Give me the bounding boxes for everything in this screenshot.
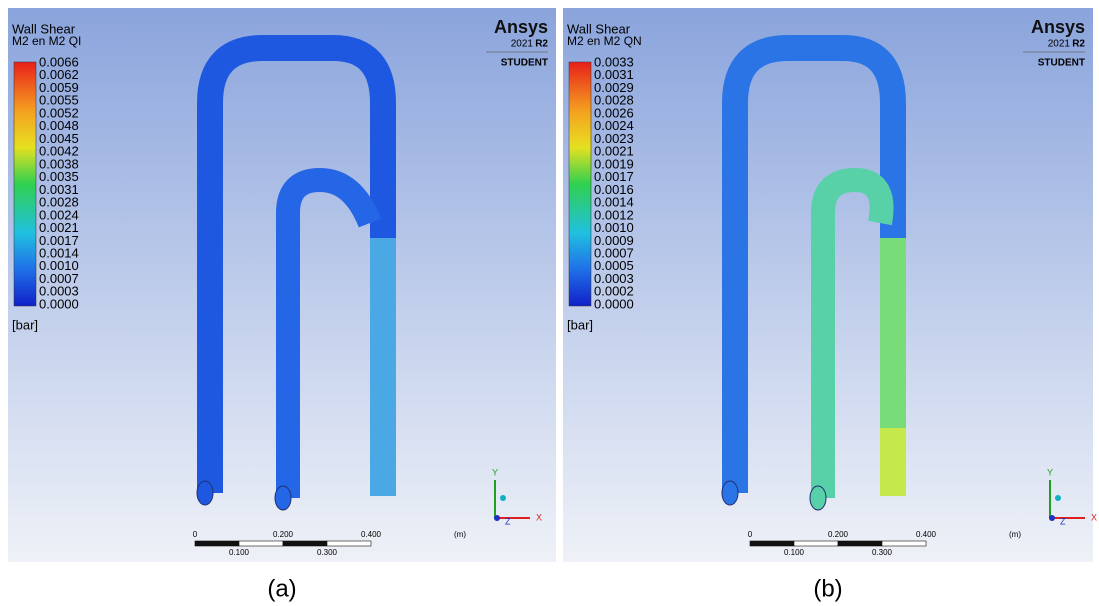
pipe-inlet — [810, 486, 826, 510]
axis-z-dot — [494, 515, 500, 521]
axis-x-label: X — [536, 512, 542, 522]
color-bar — [14, 62, 36, 306]
scale-label: 0 — [748, 530, 753, 539]
brand-year: 2021 — [1048, 39, 1071, 50]
pipe-inlet — [722, 481, 738, 505]
legend-subtitle: M2 en M2 QI — [12, 34, 81, 48]
legend-subtitle: M2 en M2 QN — [567, 34, 642, 48]
pipe-inlet — [275, 486, 291, 510]
scale-label: 0.200 — [828, 530, 849, 539]
scale-bar-segment — [327, 541, 371, 546]
scale-bar-segment — [838, 541, 882, 546]
brand-name: Ansys — [494, 17, 548, 37]
caption: (a) — [267, 575, 296, 602]
caption: (b) — [813, 575, 842, 602]
scale-label: 0.300 — [317, 548, 338, 557]
scale-label: 0.300 — [872, 548, 893, 557]
axis-z-dot — [1049, 515, 1055, 521]
axis-y-label: Y — [1047, 467, 1053, 477]
axis-z-label: Z — [505, 516, 511, 526]
pipe-foot — [880, 428, 906, 496]
legend-unit: [bar] — [567, 317, 593, 332]
color-bar — [569, 62, 591, 306]
figure: Wall ShearM2 en M2 QI0.00660.00620.00590… — [0, 0, 1099, 606]
brand-release: R2 — [535, 39, 548, 50]
axis-origin — [500, 495, 506, 501]
scale-bar-segment — [882, 541, 926, 546]
legend-unit: [bar] — [12, 317, 38, 332]
pipe-foot — [370, 428, 396, 496]
axis-origin — [1055, 495, 1061, 501]
axis-x-label: X — [1091, 512, 1097, 522]
scale-bar-segment — [283, 541, 327, 546]
brand-edition: STUDENT — [501, 58, 548, 69]
scale-label: 0 — [193, 530, 198, 539]
scale-label: 0.100 — [784, 548, 805, 557]
legend-value: 0.0000 — [594, 296, 634, 311]
brand-edition: STUDENT — [1038, 58, 1085, 69]
axis-z-label: Z — [1060, 516, 1066, 526]
scale-label: 0.200 — [273, 530, 294, 539]
scale-label: (m) — [1009, 530, 1021, 539]
scale-label: 0.400 — [916, 530, 937, 539]
scale-bar-segment — [195, 541, 239, 546]
scale-bar-segment — [794, 541, 838, 546]
scale-label: (m) — [454, 530, 466, 539]
brand-year: 2021 — [511, 39, 534, 50]
scale-label: 0.100 — [229, 548, 250, 557]
brand-name: Ansys — [1031, 17, 1085, 37]
scale-label: 0.400 — [361, 530, 382, 539]
pipe-inlet — [197, 481, 213, 505]
brand-release: R2 — [1072, 39, 1085, 50]
scale-bar-segment — [239, 541, 283, 546]
axis-y-label: Y — [492, 467, 498, 477]
scale-bar-segment — [750, 541, 794, 546]
legend-value: 0.0000 — [39, 296, 79, 311]
